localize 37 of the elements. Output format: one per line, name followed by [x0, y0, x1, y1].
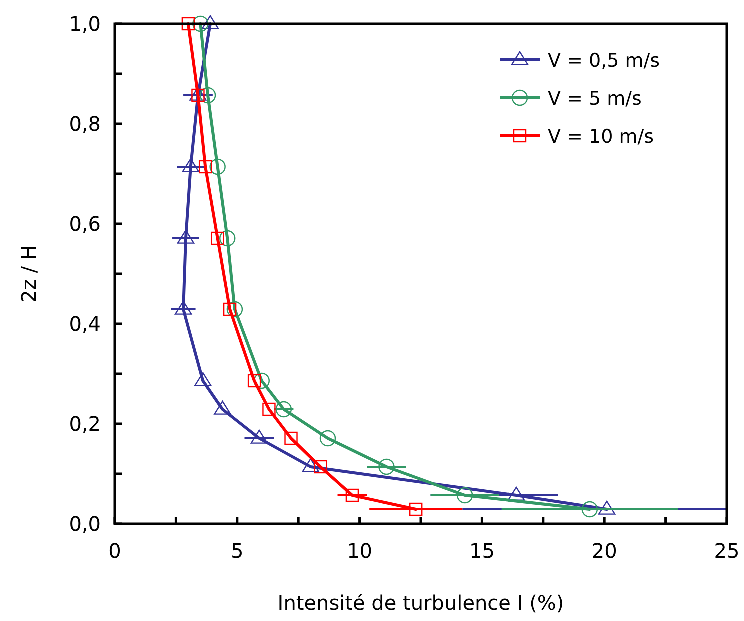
point	[262, 402, 276, 416]
point	[211, 232, 224, 246]
point	[320, 430, 336, 447]
point	[456, 487, 474, 504]
point	[410, 502, 423, 516]
point	[192, 16, 209, 32]
x-tick-label: 15	[469, 539, 495, 563]
point	[223, 302, 237, 316]
point	[378, 458, 395, 476]
x-tick-label: 5	[231, 539, 244, 563]
point	[314, 460, 328, 474]
x-axis-title: Intensité de turbulence I (%)	[278, 591, 564, 615]
y-tick-label: 0,0	[69, 512, 101, 536]
x-tick-label: 10	[347, 539, 373, 563]
point	[198, 160, 212, 174]
point	[210, 158, 226, 176]
x-tick-label: 20	[592, 539, 618, 563]
y-tick-label: 0,8	[69, 112, 101, 136]
point	[248, 374, 262, 388]
y-axis-title: 2z / H	[17, 245, 41, 303]
legend-label: V = 5 m/s	[548, 88, 642, 110]
x-tick-label: 25	[714, 539, 740, 563]
point	[346, 488, 360, 502]
point	[276, 401, 292, 418]
y-tick-label: 0,4	[69, 312, 101, 336]
point	[582, 501, 598, 518]
x-tick-label: 0	[108, 539, 122, 563]
legend-label: V = 0,5 m/s	[548, 50, 660, 72]
legend-label: V = 10 m/s	[548, 126, 654, 148]
y-tick-label: 1,0	[69, 12, 101, 36]
point	[284, 432, 298, 446]
point	[200, 87, 216, 104]
point	[220, 230, 236, 247]
point	[226, 301, 244, 318]
y-tick-label: 0,2	[69, 412, 101, 436]
y-tick-label: 0,6	[69, 212, 101, 236]
point	[182, 17, 196, 31]
